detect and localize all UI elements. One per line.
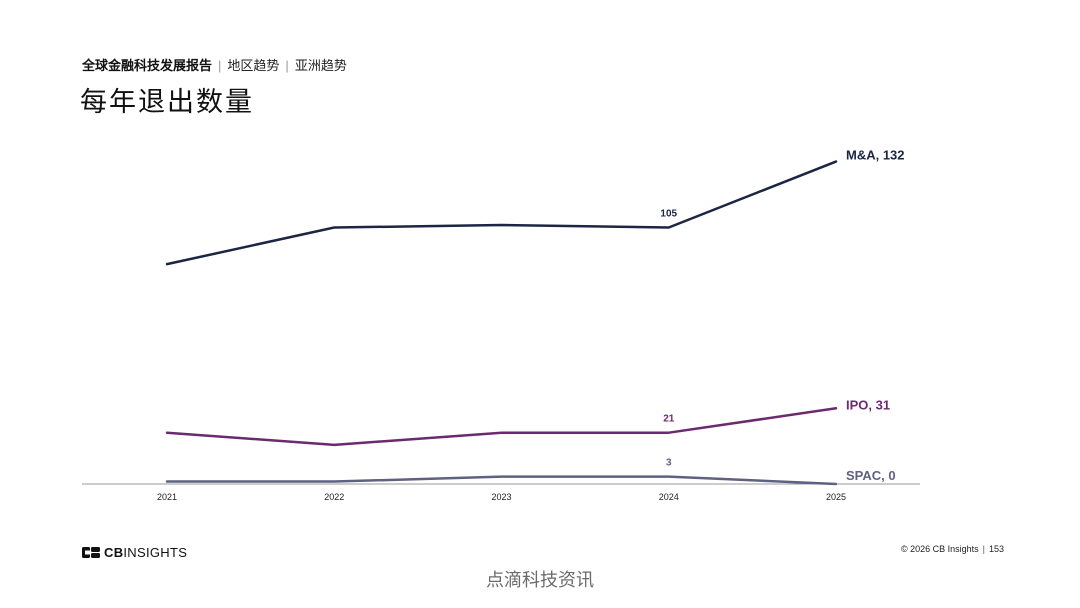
data-label-spac: 3: [666, 458, 672, 469]
header-separator: |: [218, 58, 222, 73]
series-line-spac: [165, 475, 838, 486]
footer-separator: |: [982, 544, 985, 554]
data-label-m-a: 105: [660, 209, 677, 220]
breadcrumb-region: 地区趋势: [227, 58, 280, 73]
x-tick-label-2025: 2025: [826, 492, 846, 502]
copyright-text: © 2026 CB Insights: [900, 544, 979, 554]
data-label-ipo: 21: [663, 414, 675, 425]
report-header: 全球金融科技发展报告 | 地区趋势 | 亚洲趋势: [82, 55, 347, 74]
end-label-spac: SPAC, 0: [846, 468, 896, 483]
cb-insights-brand: CBINSIGHTS: [82, 544, 187, 560]
x-tick-label-2024: 2024: [659, 492, 679, 502]
x-tick-label-2023: 2023: [491, 492, 511, 502]
header-separator: |: [285, 58, 289, 73]
series-line-m-a: [165, 160, 838, 266]
breadcrumb-asia: 亚洲趋势: [294, 58, 347, 73]
page-title: 每年退出数量: [80, 87, 254, 118]
brand-name: CBINSIGHTS: [104, 544, 188, 560]
series-line-ipo: [165, 407, 838, 447]
end-label-m-a: M&A, 132: [846, 148, 905, 163]
page-number: 153: [988, 544, 1004, 554]
end-label-ipo: IPO, 31: [846, 397, 890, 412]
cb-logo-icon: [82, 546, 100, 558]
footer-copyright: © 2026 CB Insights | 153: [901, 544, 1004, 554]
report-title: 全球金融科技发展报告: [82, 58, 213, 73]
watermark-text: 点滴科技资讯: [486, 570, 594, 590]
x-tick-label-2022: 2022: [324, 492, 344, 502]
x-tick-label-2021: 2021: [157, 492, 177, 502]
